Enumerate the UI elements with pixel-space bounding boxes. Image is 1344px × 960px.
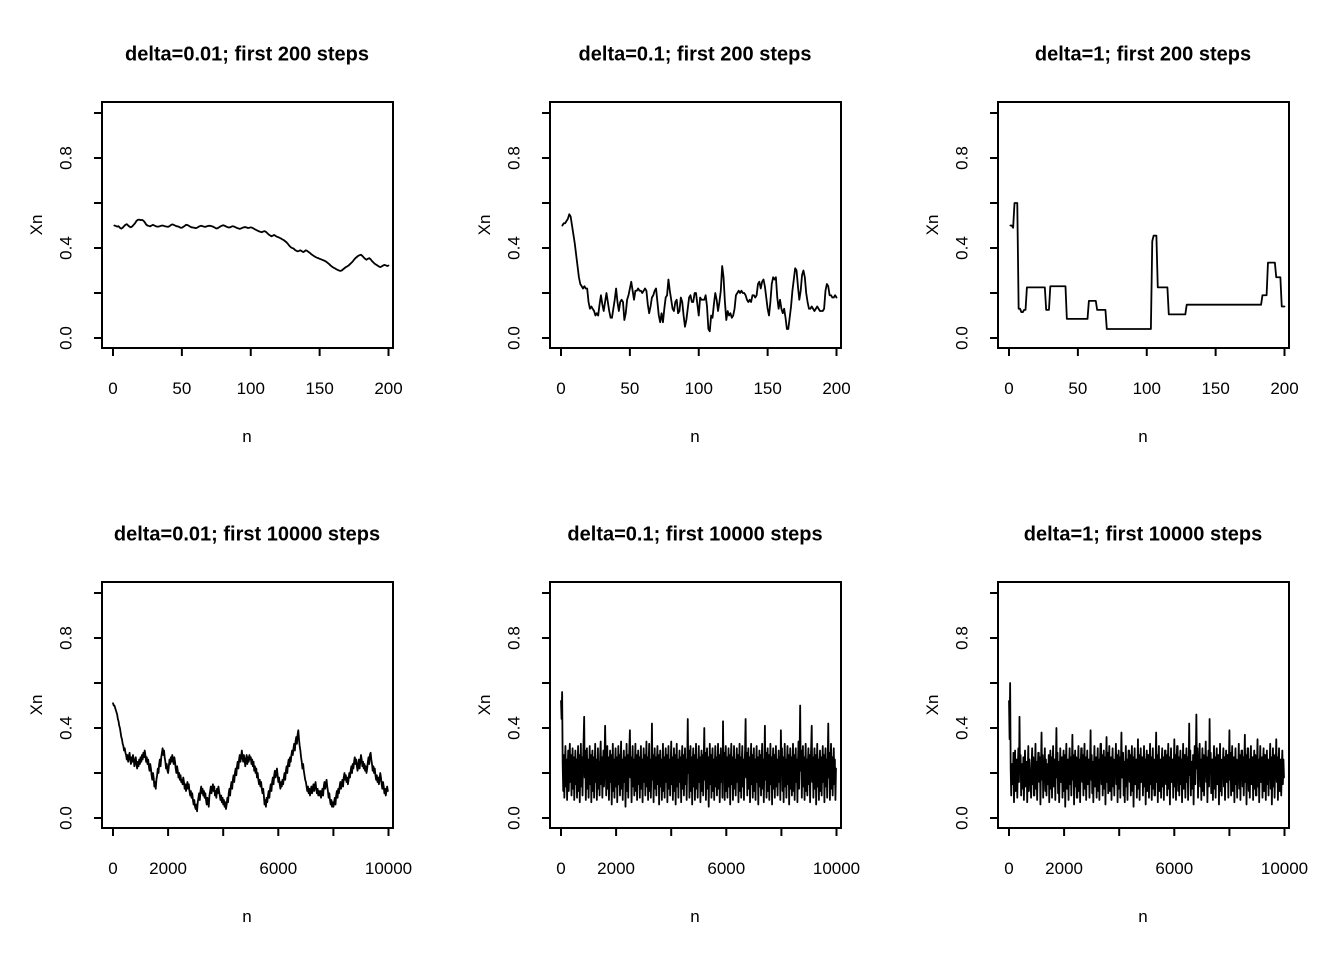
x-axis-label: n [242,907,252,926]
svg-text:100: 100 [685,379,713,398]
svg-text:150: 150 [753,379,781,398]
trace-plot: 0.0 0.4 0.8 0 2000 6000 10000 [505,581,860,878]
svg-text:50: 50 [1068,379,1087,398]
panel-title: delta=0.1; first 200 steps [578,43,812,66]
svg-text:200: 200 [822,379,850,398]
svg-text:2000: 2000 [149,859,187,878]
panel-title: delta=0.01; first 10000 steps [113,523,381,546]
trace-plot: 0.0 0.4 0.8 0 2000 6000 10000 [57,581,412,878]
svg-text:0.8: 0.8 [57,626,76,650]
trace-plot: 0.0 0.4 0.8 0 50 100 150 200 [57,101,403,398]
trace-plot: 0.0 0.4 0.8 0 50 100 150 200 [953,101,1299,398]
panel-delta-0-1-first-10000: delta=0.1; first 10000 steps Xn 0.0 0.4 0.… [448,480,896,960]
svg-text:10000: 10000 [813,859,860,878]
svg-text:0.4: 0.4 [57,716,76,740]
panel-delta-1-first-10000: delta=1; first 10000 steps Xn 0.0 0.4 0.8 0… [896,480,1344,960]
svg-text:0.4: 0.4 [953,716,972,740]
svg-text:0: 0 [1004,379,1013,398]
svg-text:100: 100 [237,379,265,398]
x-axis-label: n [690,427,700,446]
svg-text:0.0: 0.0 [505,806,524,830]
svg-text:2000: 2000 [597,859,635,878]
svg-text:0.0: 0.0 [953,326,972,350]
svg-text:0.4: 0.4 [57,236,76,260]
svg-text:0: 0 [556,379,565,398]
x-axis-label: n [242,427,252,446]
svg-text:0.0: 0.0 [57,326,76,350]
panel-title: delta=0.01; first 200 steps [124,43,370,66]
svg-text:200: 200 [374,379,402,398]
trace-plot: 0.0 0.4 0.8 0 2000 6000 10000 [953,581,1308,878]
svg-text:0.4: 0.4 [505,716,524,740]
svg-text:0.8: 0.8 [953,626,972,650]
svg-text:0.8: 0.8 [57,146,76,170]
x-axis-label: n [1138,907,1148,926]
x-axis-label: n [690,907,700,926]
panel-title: delta=0.1; first 10000 steps [567,523,823,546]
svg-text:0.8: 0.8 [505,626,524,650]
svg-text:200: 200 [1270,379,1298,398]
svg-text:2000: 2000 [1045,859,1083,878]
panel-delta-0-1-first-200: delta=0.1; first 200 steps Xn 0.0 0.4 0.8 0… [448,0,896,480]
svg-text:6000: 6000 [707,859,745,878]
trace-plot: 0.0 0.4 0.8 0 50 100 150 200 [505,101,851,398]
svg-text:0: 0 [556,859,565,878]
svg-text:0.0: 0.0 [57,806,76,830]
svg-text:50: 50 [172,379,191,398]
svg-text:50: 50 [620,379,639,398]
svg-text:10000: 10000 [1261,859,1308,878]
svg-text:150: 150 [1201,379,1229,398]
svg-text:6000: 6000 [259,859,297,878]
panel-delta-0-01-first-200: delta=0.01; first 200 steps Xn 0.0 0.4 0.8… [0,0,448,480]
svg-text:0.0: 0.0 [953,806,972,830]
svg-text:0.8: 0.8 [505,146,524,170]
svg-text:10000: 10000 [365,859,412,878]
panel-delta-1-first-200: delta=1; first 200 steps Xn 0.0 0.4 0.8 0 50… [896,0,1344,480]
svg-text:0: 0 [1004,859,1013,878]
svg-text:100: 100 [1133,379,1161,398]
svg-text:150: 150 [305,379,333,398]
svg-text:0: 0 [108,859,117,878]
svg-text:6000: 6000 [1155,859,1193,878]
svg-text:0: 0 [108,379,117,398]
panel-delta-0-01-first-10000: delta=0.01; first 10000 steps Xn 0.0 0.4 0… [0,480,448,960]
svg-text:0.8: 0.8 [953,146,972,170]
panel-title: delta=1; first 10000 steps [1023,523,1263,546]
svg-text:0.0: 0.0 [505,326,524,350]
x-axis-label: n [1138,427,1148,446]
svg-text:0.4: 0.4 [953,236,972,260]
svg-text:0.4: 0.4 [505,236,524,260]
panel-title: delta=1; first 200 steps [1034,43,1252,66]
